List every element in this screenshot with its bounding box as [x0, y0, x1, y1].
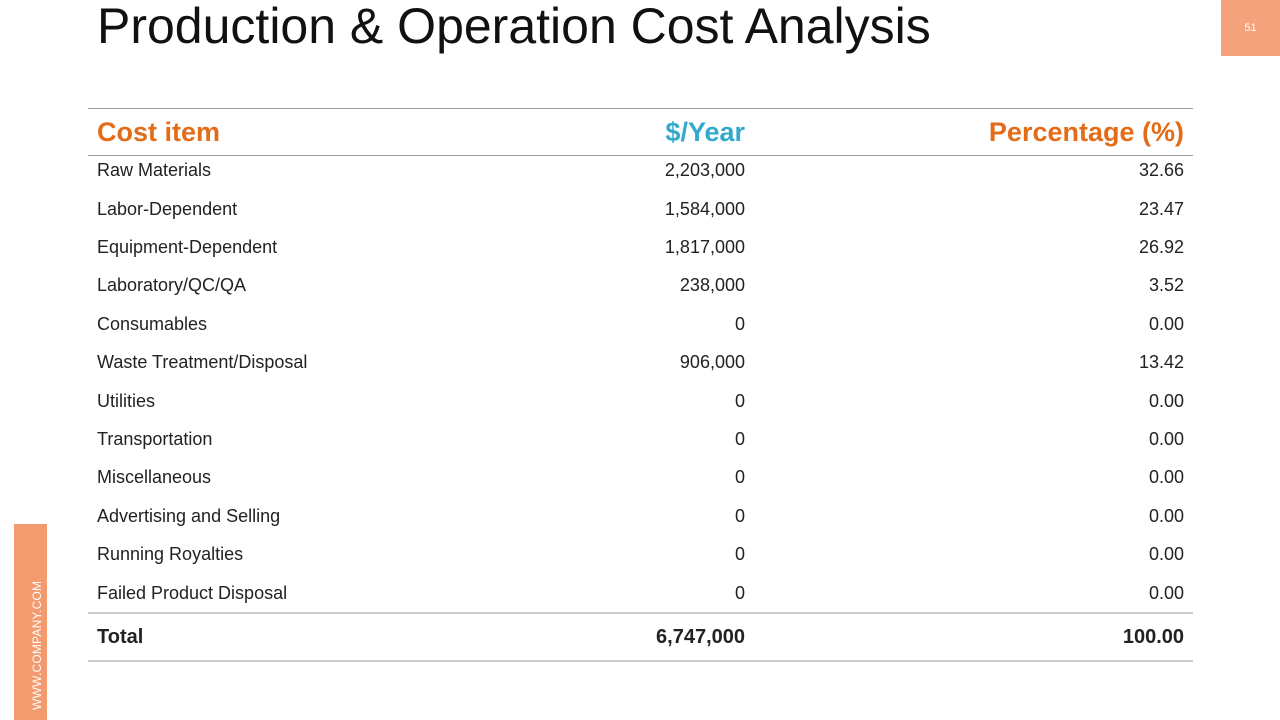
header-percentage: Percentage (%): [754, 108, 1193, 156]
percentage-cell: 0.00: [1148, 582, 1184, 603]
cost-item-cell: Transportation: [97, 429, 213, 450]
percentage-cell: 0.00: [1148, 429, 1184, 450]
table-row: Waste Treatment/Disposal 906,000 13.42: [88, 344, 1193, 382]
total-row: Total 6,747,000 100.00: [88, 612, 1193, 663]
percentage-cell: 26.92: [1138, 237, 1184, 258]
cost-table: Cost item $/Year Percentage (%) Raw Mate…: [88, 108, 1193, 663]
table-header-row: Cost item $/Year Percentage (%): [88, 108, 1193, 156]
cost-item-cell: Laboratory/QC/QA: [97, 275, 247, 296]
table-row: Running Royalties 0 0.00: [88, 536, 1193, 574]
cost-item-cell: Waste Treatment/Disposal: [97, 352, 308, 373]
table-row: Consumables 0 0.00: [88, 305, 1193, 343]
dollars-per-year-cell: 0: [734, 429, 745, 450]
cost-item-cell: Raw Materials: [97, 160, 212, 180]
table-row: Laboratory/QC/QA 238,000 3.52: [88, 267, 1193, 305]
table-body: Raw Materials 2,203,000 32.66 Labor-Depende…: [88, 156, 1193, 614]
cost-item-cell: Utilities: [97, 390, 156, 411]
dollars-per-year-cell: 0: [734, 505, 745, 526]
page-number-badge: 51: [1221, 0, 1280, 56]
cost-item-cell: Advertising and Selling: [97, 505, 281, 526]
dollars-per-year-cell: 2,203,000: [664, 160, 745, 180]
cost-item-cell: Equipment-Dependent: [97, 237, 278, 258]
page-number: 51: [1244, 22, 1257, 34]
dollars-per-year-cell: 1,817,000: [664, 237, 745, 258]
total-year-value: 6,747,000: [556, 612, 754, 663]
percentage-cell: 0.00: [1148, 313, 1184, 334]
table-row: Utilities 0 0.00: [88, 382, 1193, 420]
table-row: Equipment-Dependent 1,817,000 26.92: [88, 228, 1193, 266]
dollars-per-year-cell: 0: [734, 582, 745, 603]
total-label: Total: [88, 612, 556, 663]
page-title: Production & Operation Cost Analysis: [97, 0, 931, 54]
dollars-per-year-cell: 0: [734, 467, 745, 488]
dollars-per-year-cell: 0: [734, 390, 745, 411]
dollars-per-year-cell: 1,584,000: [664, 198, 745, 219]
side-label-tab: WWW.COMPANY.COM: [14, 524, 47, 720]
header-cost-item: Cost item: [88, 108, 556, 156]
dollars-per-year-cell: 0: [734, 313, 745, 334]
table-row: Failed Product Disposal 0 0.00: [88, 574, 1193, 613]
percentage-cell: 13.42: [1138, 352, 1184, 373]
header-dollars-per-year: $/Year: [556, 108, 754, 156]
dollars-per-year-cell: 906,000: [679, 352, 745, 373]
dollars-per-year-cell: 238,000: [679, 275, 745, 296]
total-percentage: 100.00: [754, 612, 1193, 663]
table-row: Transportation 0 0.00: [88, 420, 1193, 458]
table-row: Advertising and Selling 0 0.00: [88, 497, 1193, 535]
percentage-cell: 23.47: [1138, 198, 1184, 219]
table-row: Raw Materials 2,203,000 32.66: [88, 156, 1193, 191]
dollars-per-year-cell: 0: [734, 544, 745, 565]
percentage-cell: 0.00: [1148, 544, 1184, 565]
table-row: Miscellaneous 0 0.00: [88, 459, 1193, 497]
table-row: Labor-Dependent 1,584,000 23.47: [88, 190, 1193, 228]
website-label: WWW.COMPANY.COM: [30, 580, 44, 710]
percentage-cell: 0.00: [1148, 390, 1184, 411]
cost-item-cell: Running Royalties: [97, 544, 244, 565]
cost-item-cell: Failed Product Disposal: [97, 582, 288, 603]
percentage-cell: 0.00: [1148, 467, 1184, 488]
percentage-cell: 3.52: [1148, 275, 1184, 296]
cost-item-cell: Miscellaneous: [97, 467, 212, 488]
cost-item-cell: Labor-Dependent: [97, 198, 238, 219]
percentage-cell: 0.00: [1148, 505, 1184, 526]
cost-item-cell: Consumables: [97, 313, 208, 334]
percentage-cell: 32.66: [1138, 160, 1184, 180]
